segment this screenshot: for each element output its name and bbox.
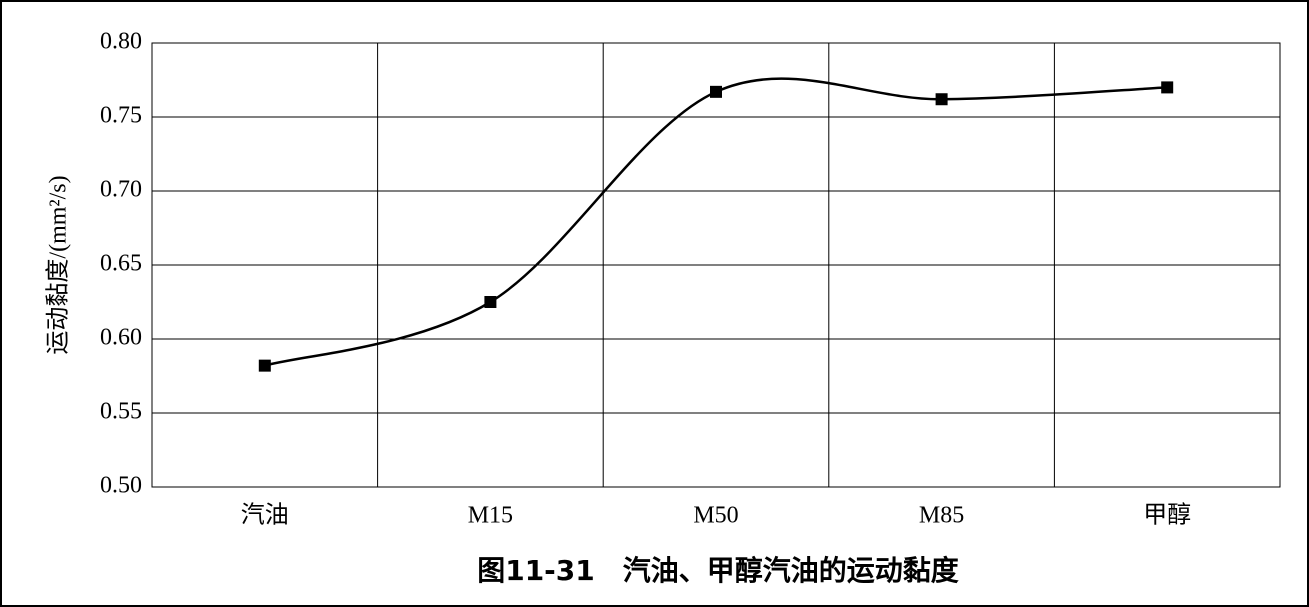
y-tick-label: 0.80 (100, 29, 142, 55)
y-tick-label: 0.75 (100, 103, 142, 129)
y-tick-label: 0.70 (100, 177, 142, 203)
x-tick-label: M85 (919, 503, 964, 529)
x-tick-label: 汽油 (241, 502, 289, 529)
marker (935, 93, 948, 106)
x-tick-label: M15 (468, 503, 513, 529)
marker (1161, 81, 1174, 94)
y-tick-label: 0.50 (100, 473, 142, 499)
y-axis-label: 运动黏度/(mm²/s) (45, 175, 72, 354)
marker (258, 359, 271, 372)
x-tick-label: M50 (693, 503, 738, 529)
y-tick-label: 0.55 (100, 399, 142, 425)
chart-title: 图11-31 汽油、甲醇汽油的运动黏度 (477, 554, 959, 587)
y-tick-label: 0.65 (100, 251, 142, 277)
marker (484, 296, 497, 308)
marker (710, 85, 722, 98)
y-tick-label: 0.60 (100, 325, 142, 351)
x-tick-label: 甲醇 (1143, 502, 1191, 529)
